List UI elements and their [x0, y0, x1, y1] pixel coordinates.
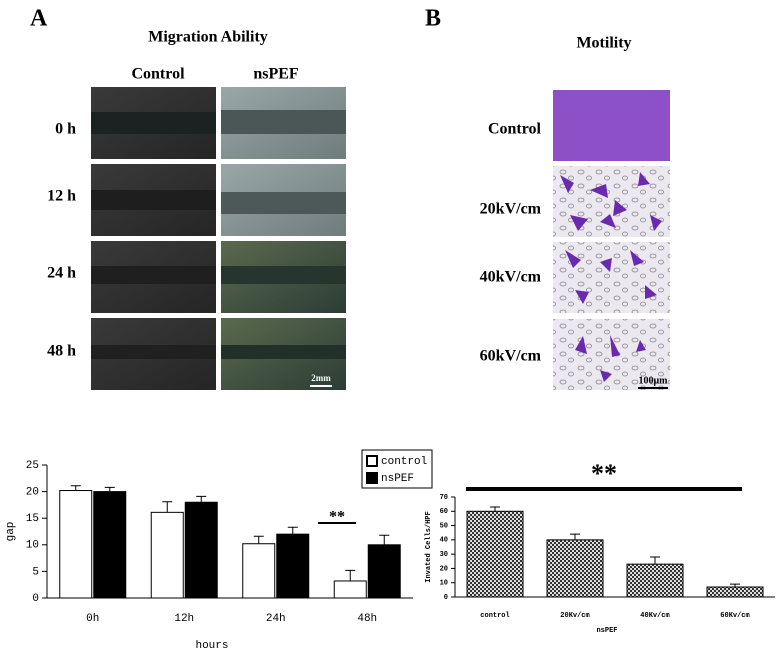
bar	[242, 543, 276, 599]
scale-bar-label: 2mm	[311, 373, 331, 383]
row-label: 24 h	[47, 265, 76, 282]
bar	[706, 586, 764, 598]
bar	[626, 563, 684, 598]
y-tick-label: 15	[26, 513, 39, 525]
charts: 0 5 10 15 20 25 0h 12h 24h 48h hours gap ** control ns…	[5, 449, 775, 652]
error-bar	[253, 535, 264, 544]
scale-bar-label: 100μm	[639, 375, 669, 386]
y-tick-label: 60	[440, 508, 448, 516]
error-bar	[570, 533, 580, 540]
legend-swatch	[366, 472, 378, 484]
legend-label: nsPEF	[381, 473, 414, 485]
row-label: 48 h	[47, 343, 76, 360]
error-bar	[287, 526, 298, 535]
y-tick-label: 10	[26, 540, 39, 552]
x-axis-label: nsPEF	[596, 627, 617, 635]
y-axis-label: Invated Cells/HPF	[425, 511, 433, 582]
y-tick-label: 25	[26, 460, 39, 472]
y-tick-label: 40	[440, 537, 448, 545]
x-tick-label: control	[480, 612, 509, 620]
column-label: nsPEF	[253, 66, 299, 83]
y-tick-label: 0	[444, 594, 448, 602]
migration-images	[91, 87, 346, 390]
error-bar	[70, 485, 81, 491]
bar	[276, 533, 310, 599]
y-tick-label: 5	[32, 566, 39, 578]
row-label: 0 h	[55, 121, 76, 138]
legend-label: control	[381, 456, 427, 468]
x-tick-label: 40Kv/cm	[640, 612, 669, 620]
x-tick-label: 0h	[86, 613, 99, 625]
y-tick-label: 10	[440, 580, 448, 588]
row-label: 60kV/cm	[480, 348, 542, 365]
y-tick-label: 70	[440, 494, 448, 502]
x-tick-label: 60Kv/cm	[720, 612, 749, 620]
y-axis-label: gap	[5, 522, 17, 542]
error-bar	[650, 556, 660, 565]
y-tick-label: 30	[440, 551, 448, 559]
motility-images	[553, 90, 670, 390]
y-tick-label: 0	[32, 593, 39, 605]
bar	[546, 539, 604, 598]
x-axis-label: hours	[195, 640, 228, 652]
x-tick-label: 12h	[174, 613, 194, 625]
error-bar	[730, 583, 740, 587]
error-bar	[104, 486, 115, 492]
bar	[466, 510, 524, 598]
bar	[367, 544, 401, 599]
row-label: 20kV/cm	[480, 201, 542, 218]
y-tick-label: 20	[26, 487, 39, 499]
bar	[93, 491, 127, 599]
bar	[333, 580, 367, 599]
x-tick-label: 20Kv/cm	[560, 612, 589, 620]
annotation: **	[329, 509, 345, 526]
row-label: 40kV/cm	[480, 269, 542, 286]
panel-label: B	[425, 6, 441, 32]
error-bar	[345, 569, 356, 581]
column-label: Control	[131, 66, 185, 83]
x-tick-label: 48h	[357, 613, 377, 625]
error-bar	[196, 495, 207, 503]
panel-title: Migration Ability	[148, 29, 268, 46]
row-label: Control	[488, 121, 542, 138]
y-tick-label: 50	[440, 522, 448, 530]
bar	[59, 490, 93, 599]
error-bar	[379, 534, 390, 545]
error-bar	[490, 506, 500, 512]
error-bar	[162, 501, 173, 513]
row-label: 12 h	[47, 188, 76, 205]
y-tick-label: 20	[440, 565, 448, 573]
annotation: **	[591, 459, 617, 488]
legend-swatch	[366, 455, 378, 467]
bar	[184, 501, 218, 599]
panel-title: Motility	[576, 35, 631, 52]
bar	[150, 511, 184, 599]
x-tick-label: 24h	[266, 613, 286, 625]
panel-label: A	[30, 6, 48, 32]
